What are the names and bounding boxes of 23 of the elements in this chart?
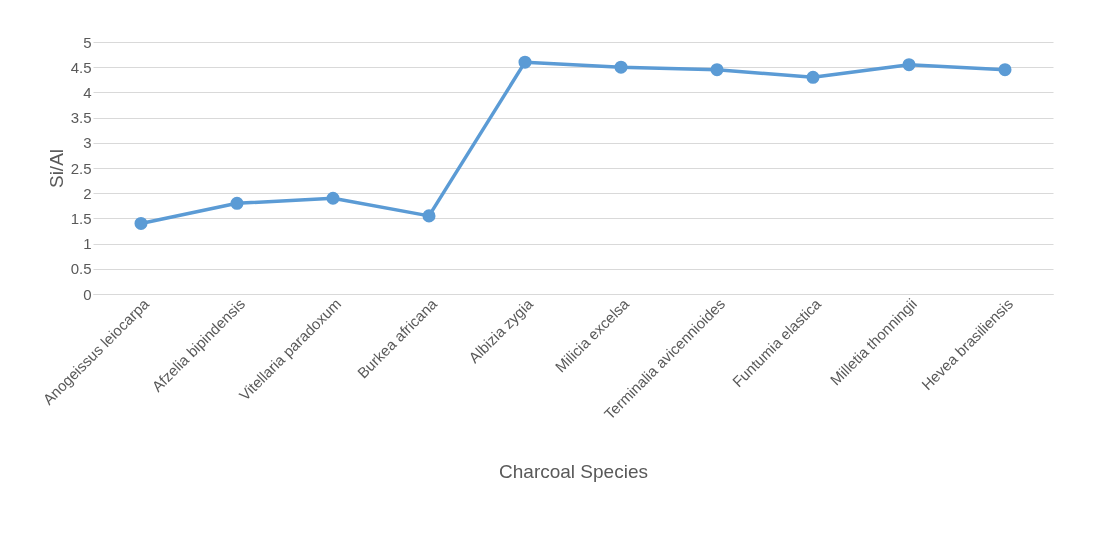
- y-tick-label: 3: [83, 134, 92, 152]
- y-tick-label: 1: [83, 235, 92, 253]
- y-tick-label: 3.5: [70, 109, 92, 127]
- y-tick-label: 5: [83, 33, 92, 51]
- point: [614, 60, 628, 74]
- y-tick-label: 2.5: [70, 159, 92, 177]
- y-tick-label: 4: [83, 83, 92, 101]
- point: [710, 63, 724, 77]
- point: [134, 216, 148, 230]
- point: [902, 58, 916, 72]
- x-axis-title: Charcoal Species: [499, 460, 648, 482]
- point: [422, 209, 436, 223]
- y-axis-title: Si/Al: [45, 148, 67, 189]
- y-tick-label: 4.5: [70, 58, 92, 76]
- point: [518, 55, 532, 69]
- y-tick-label: 2: [83, 184, 92, 202]
- y-tick-label: 1.5: [70, 209, 92, 227]
- point: [230, 196, 244, 210]
- point: [326, 191, 340, 205]
- point: [998, 63, 1012, 77]
- y-tick-label: 0.5: [70, 260, 92, 278]
- point: [806, 70, 820, 84]
- y-tick-label: 0: [83, 285, 92, 303]
